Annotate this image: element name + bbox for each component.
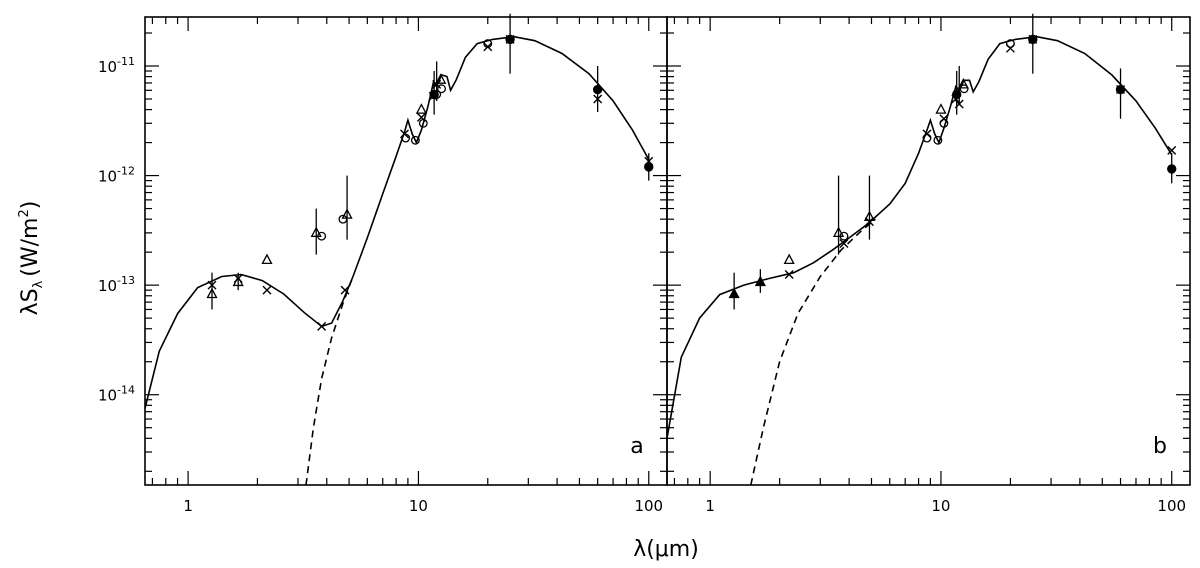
circle-marker xyxy=(922,133,932,143)
filled-circle-marker xyxy=(429,89,439,100)
circle-marker xyxy=(410,135,420,145)
triangle-marker xyxy=(935,103,947,114)
cross-marker xyxy=(864,217,874,227)
cross-marker xyxy=(317,321,327,331)
y-tick-exponent: -14 xyxy=(117,384,135,397)
x-tick-label: 10 xyxy=(409,497,428,515)
circle-marker xyxy=(317,231,327,241)
triangle-marker xyxy=(435,73,447,84)
stellar-photosphere-curve xyxy=(305,276,354,486)
filled-circle-marker xyxy=(505,34,515,45)
y-axis-title-sup: 2 xyxy=(17,209,32,217)
x-tick-label: 100 xyxy=(634,497,663,515)
plot-frame xyxy=(666,16,1191,486)
y-tick-mantissa: 10 xyxy=(98,277,117,295)
circle-marker xyxy=(401,133,411,143)
model-curve xyxy=(666,35,1173,439)
circle-marker xyxy=(437,84,446,94)
x-tick-label: 10 xyxy=(931,497,950,515)
y-axis-title-sub: λ xyxy=(31,280,46,288)
circle-marker xyxy=(1005,39,1015,49)
triangle-marker xyxy=(832,226,845,238)
model-curve xyxy=(144,35,650,409)
filled-circle-marker xyxy=(1028,34,1038,45)
circle-marker xyxy=(933,135,943,145)
x-tick-label: 1 xyxy=(705,497,715,515)
x-tick-label: 100 xyxy=(1157,497,1186,515)
cross-marker xyxy=(954,99,964,109)
circle-marker xyxy=(939,118,949,128)
triangle-marker xyxy=(206,287,218,299)
triangle-marker xyxy=(957,77,969,89)
circle-marker xyxy=(483,39,493,49)
y-tick-label: 10-11 xyxy=(98,55,135,76)
filled-triangle-marker xyxy=(728,287,740,299)
x-tick-label: 1 xyxy=(183,497,193,515)
y-tick-label: 10-14 xyxy=(98,384,135,405)
y-tick-exponent: -13 xyxy=(117,274,135,287)
filled-triangle-marker xyxy=(754,275,766,287)
cross-marker xyxy=(839,238,849,248)
y-axis-title-main: λS xyxy=(18,288,43,315)
y-tick-label: 10-12 xyxy=(98,165,135,186)
panel-label: a xyxy=(630,434,643,459)
circle-marker xyxy=(839,231,849,241)
y-tick-exponent: -12 xyxy=(117,165,135,178)
filled-circle-marker xyxy=(644,162,654,172)
cross-marker xyxy=(483,42,493,52)
circle-marker xyxy=(338,214,348,224)
circle-marker xyxy=(418,118,428,128)
plot-frame xyxy=(144,16,668,486)
y-axis-title-close: ) xyxy=(18,201,43,210)
y-tick-mantissa: 10 xyxy=(98,168,117,186)
stellar-photosphere-curve xyxy=(750,218,876,486)
triangle-marker xyxy=(415,103,427,114)
triangle-marker xyxy=(232,275,244,287)
y-tick-mantissa: 10 xyxy=(98,387,117,405)
cross-marker xyxy=(784,270,794,280)
cross-marker xyxy=(340,285,350,295)
panel-label: b xyxy=(1153,434,1167,459)
triangle-marker xyxy=(783,253,795,265)
filled-circle-marker xyxy=(951,89,962,100)
y-tick-exponent: -11 xyxy=(117,55,135,68)
triangle-marker xyxy=(310,226,322,238)
cross-marker xyxy=(207,280,217,290)
cross-marker xyxy=(593,94,603,104)
x-axis-title: λ(μm) xyxy=(633,537,699,562)
triangle-marker xyxy=(863,210,876,222)
filled-circle-marker xyxy=(592,84,603,95)
cross-marker xyxy=(262,285,272,295)
triangle-marker xyxy=(261,253,273,265)
cross-marker xyxy=(1167,145,1177,155)
cross-marker xyxy=(939,114,949,124)
circle-marker xyxy=(959,84,969,94)
y-axis-title-units: (W/m xyxy=(18,218,43,277)
filled-circle-marker xyxy=(1167,164,1177,174)
cross-marker xyxy=(432,79,442,89)
panel-b: 1 10 100 b xyxy=(666,13,1191,515)
y-tick-mantissa: 10 xyxy=(98,58,117,76)
filled-circle-marker xyxy=(1115,84,1126,95)
y-tick-label: 10-13 xyxy=(98,274,135,295)
y-axis-title: λSλ (W/m2) xyxy=(17,201,46,316)
